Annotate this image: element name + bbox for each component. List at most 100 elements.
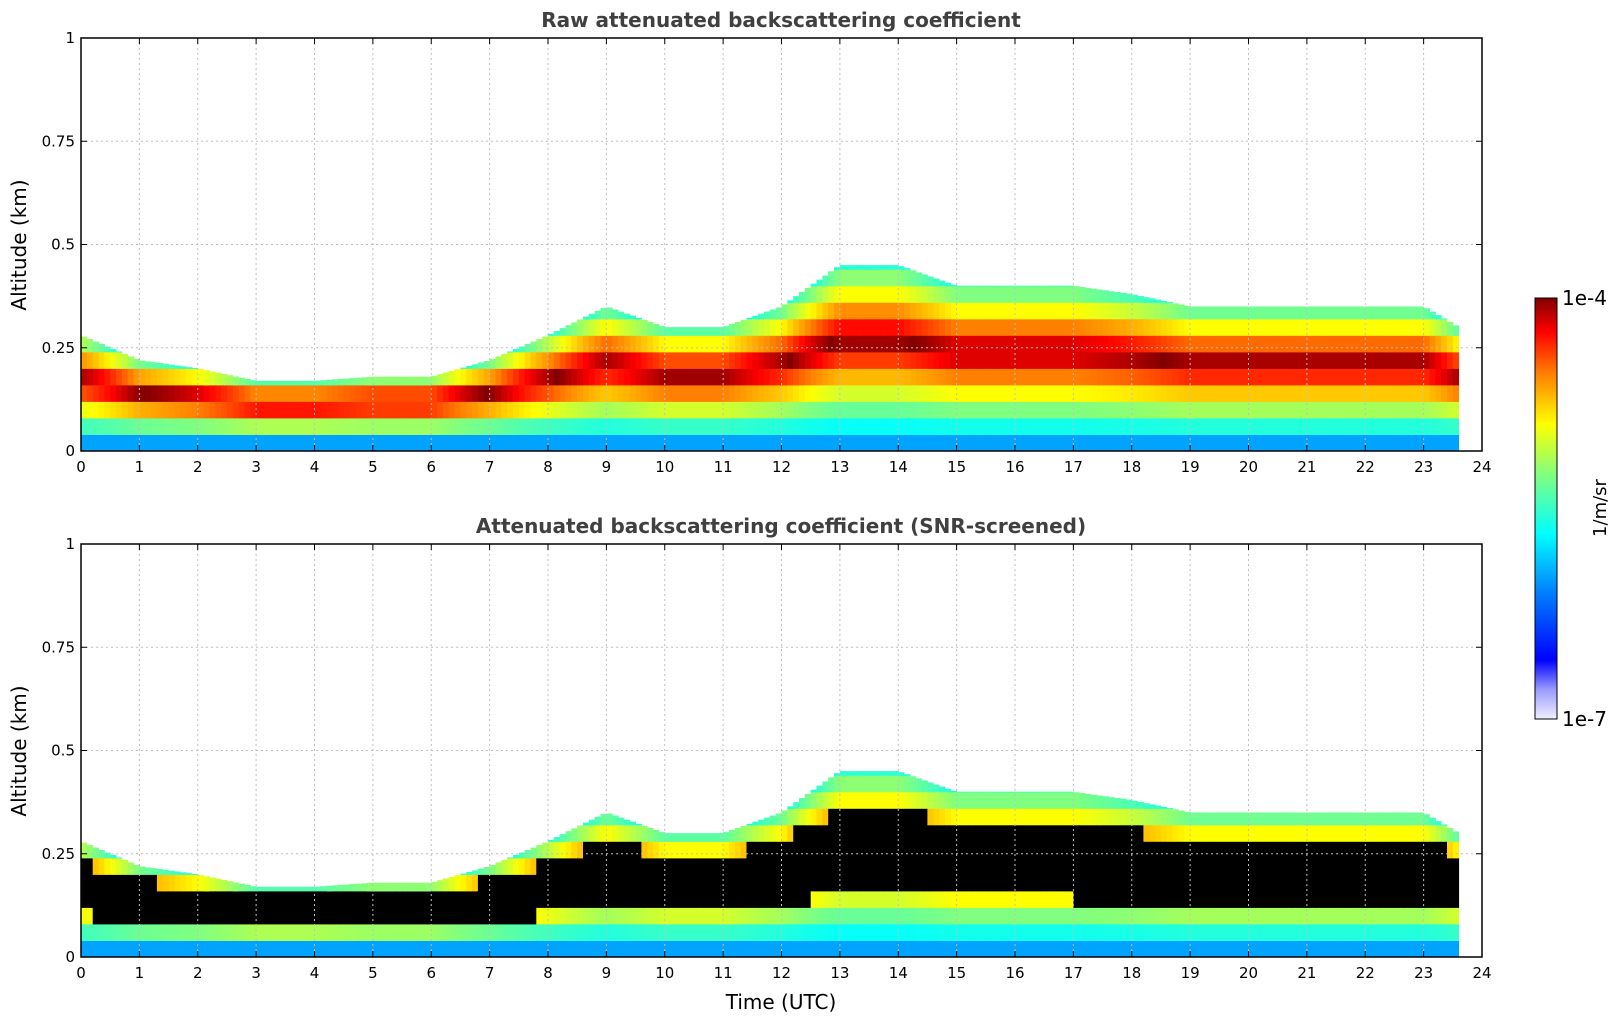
heatmap-cell <box>489 924 496 941</box>
heatmap-cell <box>454 369 461 386</box>
heatmap-cell <box>1067 384 1074 402</box>
heatmap-cell <box>886 269 893 287</box>
heatmap-cell <box>1400 418 1407 435</box>
heatmap-cell <box>1447 890 1454 908</box>
heatmap-cell <box>635 317 642 320</box>
heatmap-cell <box>1435 318 1442 336</box>
heatmap-cell <box>495 924 502 941</box>
heatmap-cell <box>839 907 847 925</box>
x-ticks-raw: 0 1 2 3 4 5 6 7 8 9 10 11 12 13 14 15 16 17 18 19 20 21 22 23 24 <box>76 38 1492 476</box>
heatmap-cell <box>723 907 730 925</box>
heatmap-cell <box>1412 857 1419 875</box>
heatmap-cell <box>1155 841 1162 859</box>
heatmap-cell <box>1248 318 1255 336</box>
heatmap-cell <box>86 874 94 892</box>
heatmap-cell <box>1079 418 1086 435</box>
heatmap-cell <box>857 890 864 908</box>
heatmap-cell <box>168 870 175 875</box>
heatmap-cell <box>1044 907 1051 925</box>
heatmap-cell <box>1201 306 1209 320</box>
heatmap-cell <box>98 890 105 908</box>
heatmap-cell <box>273 380 280 386</box>
heatmap-cell <box>548 418 555 435</box>
heatmap-cell <box>822 907 829 925</box>
heatmap-cell <box>1020 384 1028 402</box>
heatmap-cell <box>1447 335 1454 353</box>
heatmap-cell <box>793 318 800 336</box>
heatmap-cell <box>799 940 806 958</box>
heatmap-cell <box>898 335 905 353</box>
heatmap-cell <box>1055 434 1063 452</box>
heatmap-cell <box>559 857 566 875</box>
heatmap-cell <box>186 890 193 908</box>
heatmap-cell <box>647 321 654 336</box>
heatmap-cell <box>880 771 887 776</box>
heatmap-cell <box>629 940 636 958</box>
heatmap-cell <box>629 824 636 842</box>
heatmap-cell <box>810 808 817 826</box>
heatmap-cell <box>892 302 899 320</box>
heatmap-cell <box>1429 434 1436 452</box>
heatmap-cell <box>1201 940 1209 958</box>
heatmap-cell <box>477 868 485 875</box>
heatmap-cell <box>647 874 654 892</box>
heatmap-cell <box>1190 857 1197 875</box>
heatmap-cell <box>1038 318 1045 336</box>
heatmap-cell <box>764 368 771 386</box>
heatmap-cell <box>407 401 415 419</box>
heatmap-cell <box>1219 857 1226 875</box>
heatmap-cell <box>1120 384 1127 402</box>
heatmap-cell <box>425 434 432 452</box>
heatmap-cell <box>1365 335 1372 353</box>
heatmap-cell <box>705 401 712 419</box>
heatmap-cell <box>1423 841 1430 859</box>
heatmap-cell <box>548 368 555 386</box>
heatmap-cell <box>1324 335 1331 353</box>
heatmap-cell <box>1160 318 1168 336</box>
heatmap-cell <box>1166 384 1174 402</box>
heatmap-cell <box>1120 335 1127 353</box>
heatmap-cell <box>495 356 502 369</box>
heatmap-cell <box>723 924 730 941</box>
heatmap-cell <box>962 857 969 875</box>
heatmap-cell <box>839 771 847 776</box>
heatmap-cell <box>869 418 876 435</box>
heatmap-cell <box>466 434 473 452</box>
heatmap-cell <box>793 907 800 925</box>
heatmap-cell <box>472 940 479 958</box>
heatmap-cell <box>1406 434 1413 452</box>
heatmap-cell <box>1242 924 1249 941</box>
heatmap-cell <box>1330 351 1337 369</box>
heatmap-cell <box>664 401 671 419</box>
heatmap-cell <box>1125 940 1133 958</box>
heatmap-cell <box>845 285 852 303</box>
heatmap-cell <box>851 351 858 369</box>
heatmap-cell <box>1190 907 1197 925</box>
heatmap-cell <box>997 434 1004 452</box>
heatmap-cell <box>1009 351 1016 369</box>
heatmap-cell <box>1073 824 1080 842</box>
heatmap-cell <box>536 351 543 369</box>
heatmap-cell <box>291 907 298 925</box>
heatmap-cell <box>804 368 812 386</box>
heatmap-cell <box>606 874 613 892</box>
heatmap-cell <box>1353 940 1360 958</box>
heatmap-cell <box>378 940 385 958</box>
heatmap-cell <box>1423 318 1430 336</box>
heatmap-cell <box>472 890 479 908</box>
heatmap-cell <box>717 874 724 892</box>
heatmap-cell <box>489 864 496 875</box>
heatmap-cell <box>221 880 228 892</box>
heatmap-cell <box>1242 434 1249 452</box>
heatmap-cell <box>892 791 899 809</box>
heatmap-cell <box>606 434 613 452</box>
heatmap-cell <box>1055 907 1063 925</box>
heatmap-cell <box>285 401 292 419</box>
heatmap-cell <box>267 380 275 386</box>
heatmap-cell <box>145 867 152 875</box>
heatmap-cell <box>226 907 234 925</box>
heatmap-cell <box>1137 874 1144 892</box>
heatmap-cell <box>699 874 707 892</box>
heatmap-cell <box>804 841 812 859</box>
heatmap-cell <box>337 940 345 958</box>
